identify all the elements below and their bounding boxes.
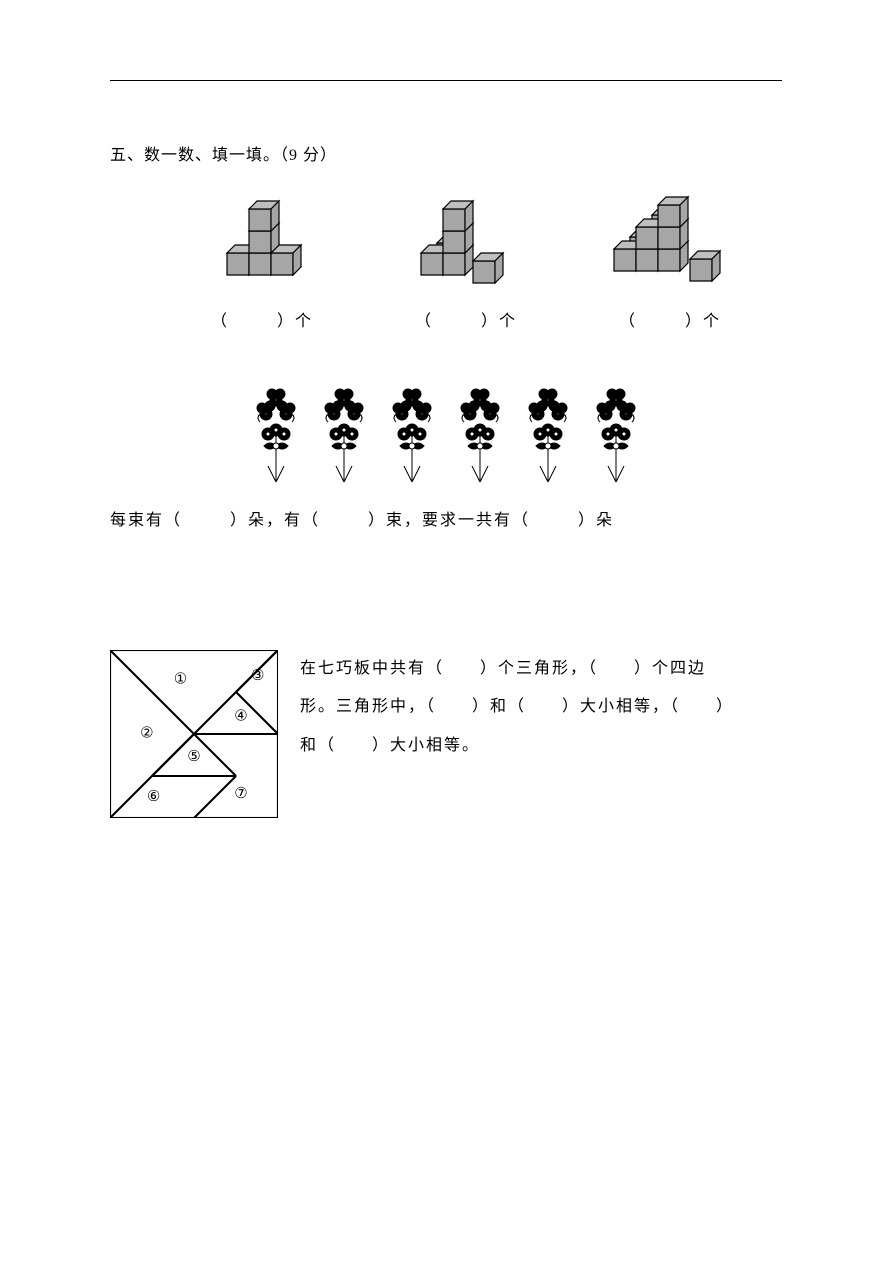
tt9: ）大小相等。 — [372, 737, 480, 754]
tt2: ）个三角形，（ — [480, 660, 598, 677]
tt3: ）个四边 — [634, 660, 706, 677]
flowers-row — [110, 386, 782, 486]
cube-captions: （ ）个 （ ）个 （ ）个 — [160, 307, 772, 331]
tangram-figure: ① ② ③ ④ ⑤ ⑥ ⑦ — [110, 650, 278, 818]
flower-bunch-icon — [310, 386, 378, 486]
section-heading: 五、数一数、填一填。（9 分） — [110, 141, 782, 165]
tangram-label: ① — [174, 672, 188, 688]
sentence-p3: ）束，要求一共有（ — [368, 512, 530, 529]
cube-caption-3: （ ）个 — [590, 307, 750, 331]
tt6: ）大小相等，（ — [562, 698, 680, 715]
tt7: ） — [716, 698, 734, 715]
sentence-p2: ）朵，有（ — [230, 512, 320, 529]
flower-bunch-icon — [378, 386, 446, 486]
cube-caption-2: （ ）个 — [386, 307, 546, 331]
tt4: 形。三角形中，（ — [300, 698, 436, 715]
caption-prefix: （ — [211, 313, 229, 330]
flower-bunch-icon — [514, 386, 582, 486]
caption-suffix: ）个 — [481, 313, 517, 330]
tt5: ）和（ — [472, 698, 526, 715]
flower-sentence: 每束有（ ）朵，有（ ）束，要求一共有（ ）朵 — [110, 506, 782, 530]
caption-suffix: ）个 — [685, 313, 721, 330]
sentence-p4: ）朵 — [578, 512, 614, 529]
tangram-label: ⑤ — [187, 749, 201, 765]
top-rule — [110, 80, 782, 81]
cubes-row — [160, 183, 772, 293]
flower-bunch-icon — [242, 386, 310, 486]
tangram-label: ⑦ — [234, 786, 248, 802]
tangram-label: ③ — [251, 668, 265, 684]
caption-prefix: （ — [619, 313, 637, 330]
cube-figure-3 — [590, 183, 750, 293]
tangram-label: ② — [140, 725, 154, 741]
tangram-label: ⑥ — [147, 789, 161, 805]
tangram-text: 在七巧板中共有（ ）个三角形，（ ）个四边 形。三角形中，（ ）和（ ）大小相等… — [300, 650, 782, 765]
cube-caption-1: （ ）个 — [182, 307, 342, 331]
cube-figure-2 — [386, 193, 546, 293]
tangram-section: ① ② ③ ④ ⑤ ⑥ ⑦ 在七巧板中共有（ ）个三角形，（ ）个四边 形。三角形中，（ ）… — [110, 650, 782, 818]
tangram-label: ④ — [234, 709, 248, 725]
tt8: 和（ — [300, 737, 336, 754]
caption-prefix: （ — [415, 313, 433, 330]
tt1: 在七巧板中共有（ — [300, 660, 444, 677]
flower-bunch-icon — [582, 386, 650, 486]
sentence-p1: 每束有（ — [110, 512, 182, 529]
cube-figure-1 — [182, 193, 342, 293]
caption-suffix: ）个 — [277, 313, 313, 330]
flower-bunch-icon — [446, 386, 514, 486]
